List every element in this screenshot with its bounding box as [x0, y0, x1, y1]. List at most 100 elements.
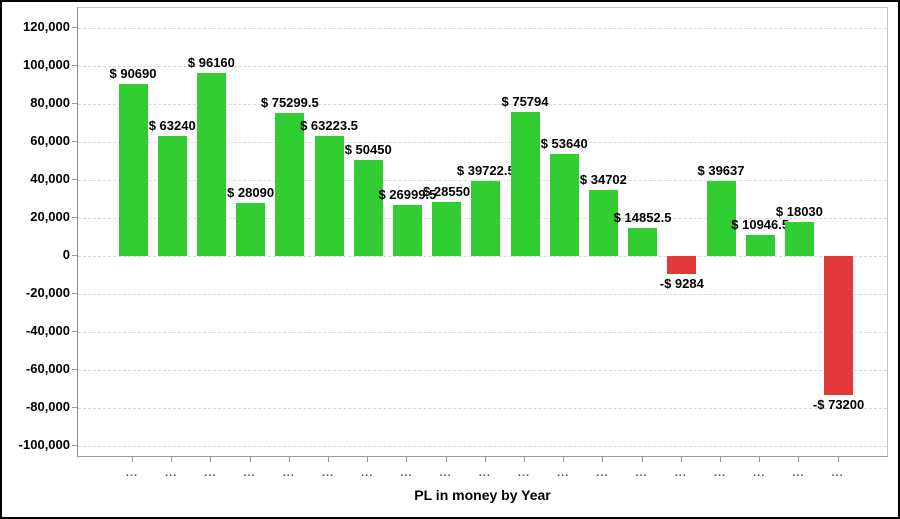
gridline: [78, 294, 887, 295]
bar-value-label: $ 28090: [227, 184, 275, 200]
bar-value-label: $ 39637: [697, 162, 745, 178]
y-axis-tick: [72, 331, 77, 332]
gridline: [78, 142, 887, 143]
y-axis-tick: [72, 407, 77, 408]
chart-bar: [196, 73, 226, 256]
gridline: [78, 66, 887, 67]
x-axis-title: PL in money by Year: [414, 487, 551, 503]
y-axis-label: -40,000: [25, 323, 70, 338]
y-axis-label: 80,000: [30, 95, 70, 110]
x-axis-tick: [837, 457, 839, 462]
x-axis-tick: [720, 457, 721, 462]
plot-area: $ 90690 $ 63240 $ 96160 $ 28090 $ 75299.5 $ 6…: [77, 7, 888, 457]
bar-value-label: $ 75794: [501, 93, 549, 109]
bar-value-label: $ 34702: [579, 172, 627, 188]
x-axis-label: ...: [596, 467, 609, 479]
gridline: [78, 408, 887, 409]
y-axis-tick: [72, 103, 77, 104]
gridline: [78, 332, 887, 333]
x-axis-tick: [171, 457, 173, 462]
chart-bar: [510, 111, 540, 256]
x-axis-tick: [563, 457, 565, 462]
x-axis-tick: [406, 457, 408, 462]
chart-bar: [745, 235, 775, 256]
x-axis-tick: [759, 457, 761, 462]
x-axis-tick: [132, 457, 133, 462]
y-axis-tick: [72, 65, 77, 66]
bar-value-label: $ 63223.5: [300, 117, 358, 133]
x-axis-label: ...: [792, 467, 805, 479]
bar-value-label: $ 90690: [109, 65, 157, 81]
bar-value-label: $ 26999.5: [378, 186, 437, 202]
gridline: [78, 104, 887, 105]
x-axis-label: ...: [439, 467, 452, 479]
x-axis-tick: [445, 457, 447, 462]
x-axis-tick: [328, 457, 329, 462]
chart-bar: [588, 190, 618, 256]
y-axis-label: -60,000: [25, 361, 70, 376]
bar-value-label: -$ 73200: [812, 397, 865, 413]
y-axis-label: 40,000: [30, 171, 70, 186]
x-axis-label: ...: [635, 467, 648, 479]
gridline: [78, 28, 887, 29]
x-axis-label: ...: [400, 467, 413, 479]
bar-value-label: -$ 9284: [659, 275, 704, 291]
y-axis-tick: [72, 293, 77, 294]
y-axis-label: 100,000: [23, 57, 70, 72]
y-axis-label: 0: [62, 247, 70, 262]
y-axis-tick: [72, 369, 77, 370]
chart-bar: [549, 154, 579, 256]
x-axis-tick: [249, 457, 251, 462]
x-axis-label: ...: [321, 467, 335, 479]
chart-bar: [392, 204, 422, 256]
x-axis-tick: [367, 457, 369, 462]
x-axis-tick: [641, 457, 643, 462]
chart-bar: [824, 256, 854, 396]
bar-value-label: $ 14852.5: [613, 209, 672, 225]
y-axis-label: -20,000: [25, 285, 70, 300]
bar-value-label: $ 39722.5: [456, 162, 515, 178]
x-axis-label: ...: [831, 467, 844, 479]
bar-value-label: $ 63240: [148, 117, 196, 133]
x-axis-label: ...: [361, 467, 374, 479]
bar-value-label: $ 10946.5: [731, 217, 790, 233]
y-axis-label: 60,000: [30, 133, 70, 148]
x-axis-label: ...: [243, 467, 256, 479]
chart-bar: [628, 227, 658, 256]
bar-value-label: $ 28550: [423, 183, 471, 199]
y-axis-label: 120,000: [23, 19, 70, 34]
x-axis-tick: [798, 457, 800, 462]
x-axis-label: ...: [753, 467, 766, 479]
y-axis-label: -80,000: [25, 399, 70, 414]
y-axis-label: -100,000: [18, 437, 70, 452]
x-axis-label: ...: [165, 467, 178, 479]
x-axis-label: ...: [557, 467, 570, 479]
x-axis-tick: [602, 457, 604, 462]
x-axis-label: ...: [125, 467, 139, 479]
y-axis-tick: [72, 217, 77, 218]
x-axis-tick: [484, 457, 486, 462]
x-axis-tick: [524, 457, 525, 462]
y-axis-tick: [72, 179, 77, 180]
bar-value-label: $ 50450: [344, 142, 392, 158]
bar-value-label: $ 18030: [775, 203, 823, 219]
chart-bar: [432, 201, 462, 256]
chart-bar: [314, 135, 344, 256]
bar-value-label: $ 75299.5: [260, 94, 319, 110]
chart-bar: [353, 160, 383, 256]
gridline: [78, 370, 887, 371]
chart-bar: [784, 221, 814, 256]
y-axis-tick: [72, 255, 77, 256]
chart-bar: [157, 135, 187, 256]
x-axis-label: ...: [674, 467, 687, 479]
x-axis-label: ...: [282, 467, 295, 479]
chart-bar: [667, 256, 697, 274]
gridline: [78, 256, 887, 257]
chart-bar: [118, 83, 148, 256]
x-axis-label: ...: [478, 467, 491, 479]
chart-bar: [275, 112, 305, 256]
x-axis-label: ...: [517, 467, 531, 479]
x-axis-tick: [210, 457, 212, 462]
gridline: [78, 446, 887, 447]
